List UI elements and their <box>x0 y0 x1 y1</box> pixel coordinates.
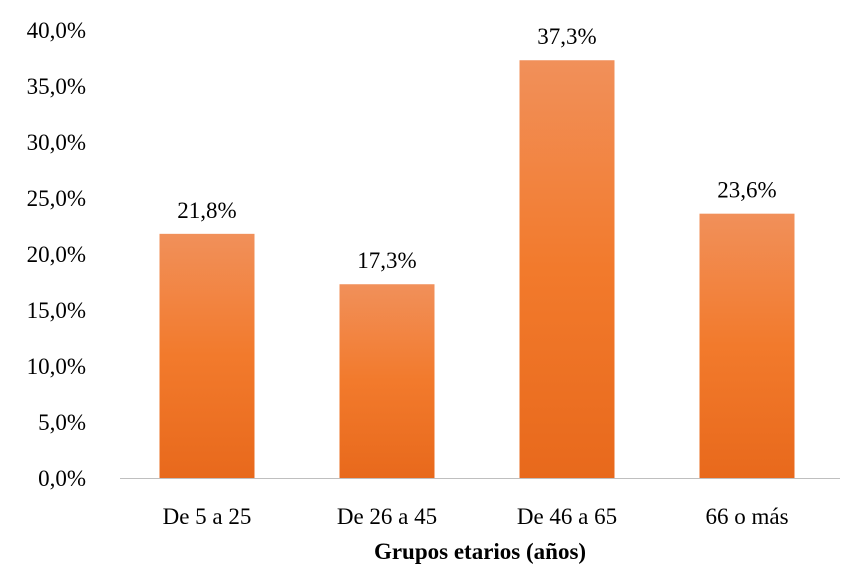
y-tick-label: 25,0% <box>27 186 86 211</box>
bar-value-label: 23,6% <box>717 178 776 203</box>
x-category-label: 66 o más <box>705 504 788 529</box>
y-tick-label: 20,0% <box>27 242 86 267</box>
bar-value-label: 21,8% <box>177 198 236 223</box>
y-tick-label: 35,0% <box>27 74 86 99</box>
x-category-label: De 46 a 65 <box>517 504 617 529</box>
y-tick-label: 40,0% <box>27 18 86 43</box>
y-tick-label: 5,0% <box>38 410 86 435</box>
y-tick-label: 10,0% <box>27 354 86 379</box>
data-labels-group: 21,8% 17,3% 37,3% 23,6% <box>177 24 776 273</box>
bar <box>519 60 615 479</box>
x-axis-title: Grupos etarios (años) <box>374 539 586 564</box>
y-tick-label: 30,0% <box>27 130 86 155</box>
y-tick-label: 0,0% <box>38 466 86 491</box>
y-axis-ticks: 0,0% 5,0% 10,0% 15,0% 20,0% 25,0% 30,0% 35,0% 40… <box>27 18 86 491</box>
y-tick-label: 15,0% <box>27 298 86 323</box>
x-category-label: De 26 a 45 <box>337 504 437 529</box>
x-category-label: De 5 a 25 <box>163 504 252 529</box>
bar <box>159 233 255 478</box>
bar <box>699 213 795 478</box>
bar-value-label: 37,3% <box>537 24 596 49</box>
bar-value-label: 17,3% <box>357 248 416 273</box>
bar <box>339 284 435 478</box>
bars-group <box>159 60 795 479</box>
category-labels-group: De 5 a 25 De 26 a 45 De 46 a 65 66 o más <box>163 504 789 529</box>
